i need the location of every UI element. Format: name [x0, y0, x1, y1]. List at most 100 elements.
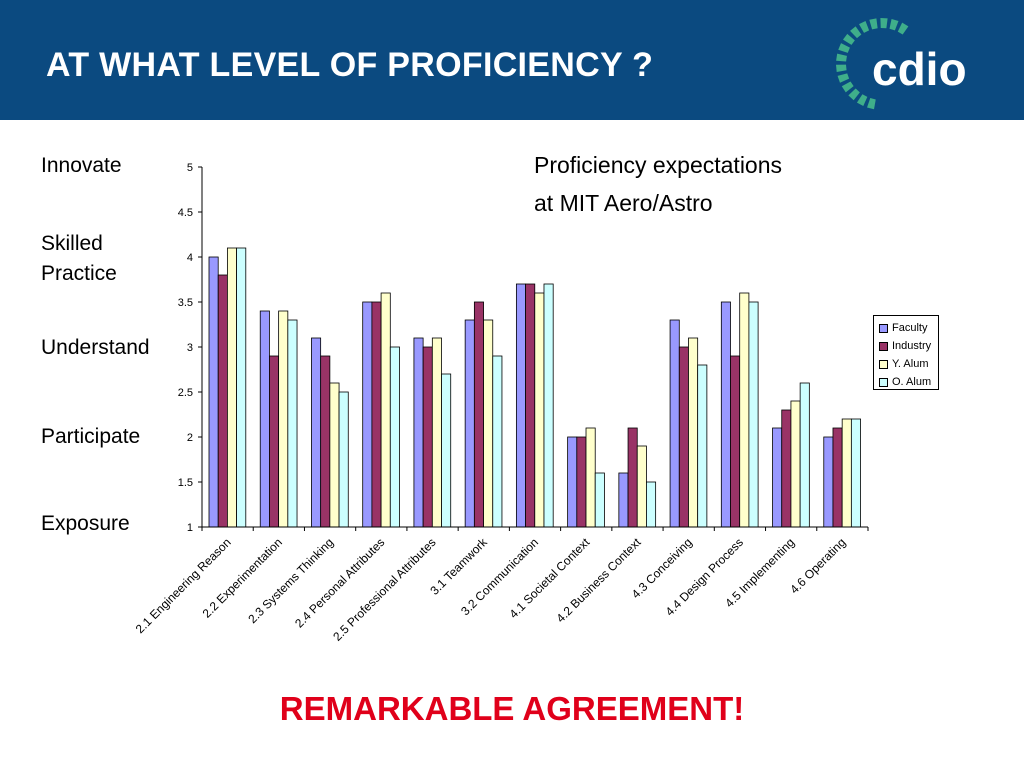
bar-faculty-3 [362, 301, 373, 528]
legend-swatch-o-alum [879, 377, 888, 387]
bar-o-alum-6 [543, 283, 554, 528]
y-tick-label: 5 [187, 162, 193, 174]
bar-faculty-7 [567, 436, 578, 528]
legend-item-y-alum: Y. Alum [879, 355, 938, 373]
bar-faculty-5 [464, 319, 475, 528]
bar-y-alum-8 [636, 445, 647, 528]
y-tick-label: 4 [187, 252, 193, 264]
slide-title: AT WHAT LEVEL OF PROFICIENCY ? [46, 46, 654, 84]
logo-arc-segment [836, 64, 847, 72]
logo-arc-segment [889, 19, 899, 31]
logo-arc-segment [838, 43, 850, 53]
bar-faculty-9 [669, 319, 680, 528]
legend-label-o-alum: O. Alum [892, 376, 932, 388]
header-bar: AT WHAT LEVEL OF PROFICIENCY ? cdio [0, 0, 1024, 120]
legend-swatch-faculty [879, 323, 888, 333]
bar-faculty-12 [823, 436, 834, 528]
bar-o-alum-10 [748, 301, 759, 528]
bar-faculty-2 [311, 337, 322, 528]
bar-faculty-11 [772, 427, 783, 528]
bar-faculty-6 [515, 283, 526, 528]
y-tick-label: 2.5 [178, 387, 193, 399]
bar-o-alum-1 [287, 319, 298, 528]
bar-o-alum-5 [492, 355, 503, 528]
scale-label-exposure: Exposure [41, 512, 130, 535]
scale-label-participate: Participate [41, 425, 141, 448]
x-category-label: 2.4 Personal Attributes [292, 535, 387, 630]
bar-y-alum-0 [226, 247, 237, 528]
logo-arc-segment [897, 22, 909, 35]
y-tick-label: 3 [187, 342, 193, 354]
bar-industry-5 [473, 301, 484, 528]
scale-label-skilled-practice: Skilled Practice [41, 232, 117, 285]
bar-o-alum-4 [441, 373, 452, 528]
logo-arc-segment [837, 73, 850, 83]
bar-industry-7 [576, 436, 587, 528]
bar-industry-4 [422, 346, 433, 528]
legend-label-y-alum: Y. Alum [892, 358, 929, 370]
bar-industry-9 [678, 346, 689, 528]
x-category-label: 2.1 Engineering Reason [133, 535, 234, 636]
bar-y-alum-6 [534, 292, 545, 528]
bar-y-alum-4 [431, 337, 442, 528]
logo-arc-segment [869, 18, 878, 30]
logo-arc-segment [850, 26, 862, 39]
bar-faculty-0 [208, 256, 219, 528]
bar-o-alum-0 [236, 247, 247, 528]
bar-y-alum-12 [841, 418, 852, 528]
bar-industry-12 [832, 427, 843, 528]
chart-title: Proficiency expectations at MIT Aero/Ast… [534, 146, 782, 222]
chart-title-line-2: at MIT Aero/Astro [534, 190, 713, 216]
bar-o-alum-2 [338, 391, 349, 528]
bar-y-alum-10 [739, 292, 750, 528]
logo-arc-segment [856, 94, 868, 107]
bar-o-alum-8 [646, 481, 657, 528]
bar-y-alum-5 [483, 319, 494, 528]
bar-y-alum-7 [585, 427, 596, 528]
chart-legend: Faculty Industry Y. Alum O. Alum [873, 315, 939, 390]
legend-label-faculty: Faculty [892, 322, 928, 334]
bar-y-alum-1 [278, 310, 289, 528]
bar-industry-3 [371, 301, 382, 528]
bar-o-alum-11 [799, 382, 810, 528]
bar-o-alum-3 [389, 346, 400, 528]
y-tick-label: 3.5 [178, 297, 193, 309]
bar-faculty-1 [259, 310, 270, 528]
bar-y-alum-2 [329, 382, 340, 528]
legend-item-o-alum: O. Alum [879, 373, 938, 391]
bar-y-alum-9 [688, 337, 699, 528]
bar-y-alum-3 [380, 292, 391, 528]
bar-industry-8 [627, 427, 638, 528]
logo-arc-icon [836, 18, 909, 110]
footer-remark: REMARKABLE AGREEMENT! [279, 690, 745, 727]
logo-arc-segment [841, 81, 854, 93]
logo-arc-segment [880, 18, 888, 29]
bar-industry-0 [217, 274, 228, 528]
x-category-label: 4.2 Business Context [553, 535, 644, 626]
y-tick-label: 1 [187, 522, 193, 534]
legend-swatch-y-alum [879, 359, 888, 369]
y-tick-label: 4.5 [178, 207, 193, 219]
bar-faculty-4 [413, 337, 424, 528]
cdio-logo: cdio [836, 18, 967, 110]
bar-o-alum-12 [850, 418, 861, 528]
logo-arc-segment [842, 33, 855, 45]
logo-arc-segment [867, 98, 876, 110]
bar-industry-10 [730, 355, 741, 528]
bar-industry-2 [320, 355, 331, 528]
y-tick-label: 1.5 [178, 477, 193, 489]
bar-industry-6 [525, 283, 536, 528]
chart-title-line-1: Proficiency expectations [534, 152, 783, 178]
x-category-label: 2.5 Professional Attributes [330, 535, 438, 643]
bar-industry-11 [781, 409, 792, 528]
y-tick-label: 2 [187, 432, 193, 444]
x-category-label: 2.3 Systems Thinking [245, 535, 336, 626]
legend-item-faculty: Faculty [879, 319, 938, 337]
legend-item-industry: Industry [879, 337, 938, 355]
bar-industry-1 [269, 355, 280, 528]
bar-o-alum-7 [594, 472, 605, 528]
scale-label-understand: Understand [41, 336, 150, 359]
legend-label-industry: Industry [892, 340, 932, 352]
scale-label-innovate: Innovate [41, 154, 122, 177]
